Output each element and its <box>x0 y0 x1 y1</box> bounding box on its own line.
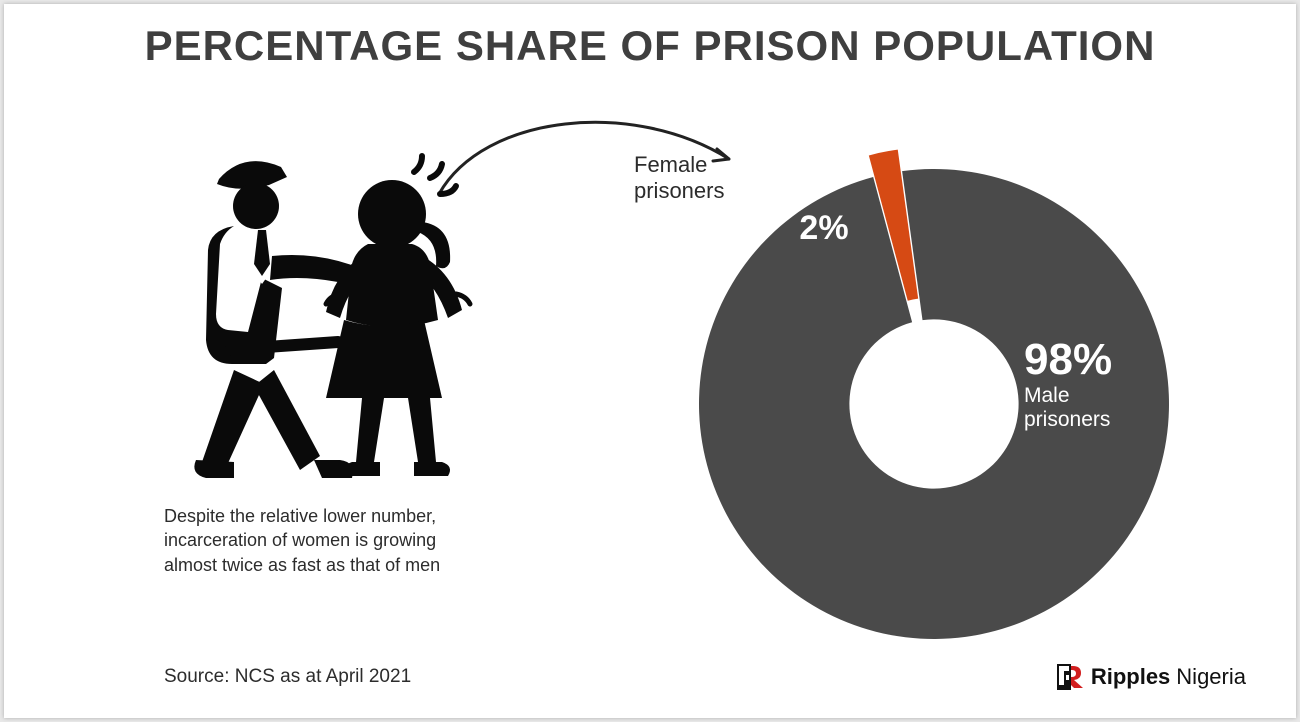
donut-hole <box>850 320 1017 487</box>
logo-text-ripples: Ripples <box>1091 664 1170 690</box>
page-title: PERCENTAGE SHARE OF PRISON POPULATION <box>4 22 1296 70</box>
arrest-illustration-icon <box>164 144 514 484</box>
donut-chart: 98% Male prisoners 2% <box>634 124 1194 644</box>
publisher-logo: RipplesNigeria <box>1057 664 1246 690</box>
caption-text: Despite the relative lower number, incar… <box>164 504 484 577</box>
logo-text-nigeria: Nigeria <box>1176 664 1246 690</box>
ripples-mark-icon <box>1057 664 1085 690</box>
source-text: Source: NCS as at April 2021 <box>164 666 411 688</box>
female-percent-text: 2% <box>799 209 848 247</box>
infographic-canvas: PERCENTAGE SHARE OF PRISON POPULATION <box>4 4 1296 718</box>
male-label-line1: Male <box>1024 384 1070 407</box>
male-label-line2: prisoners <box>1024 408 1110 431</box>
male-percent-text: 98% <box>1024 335 1112 384</box>
